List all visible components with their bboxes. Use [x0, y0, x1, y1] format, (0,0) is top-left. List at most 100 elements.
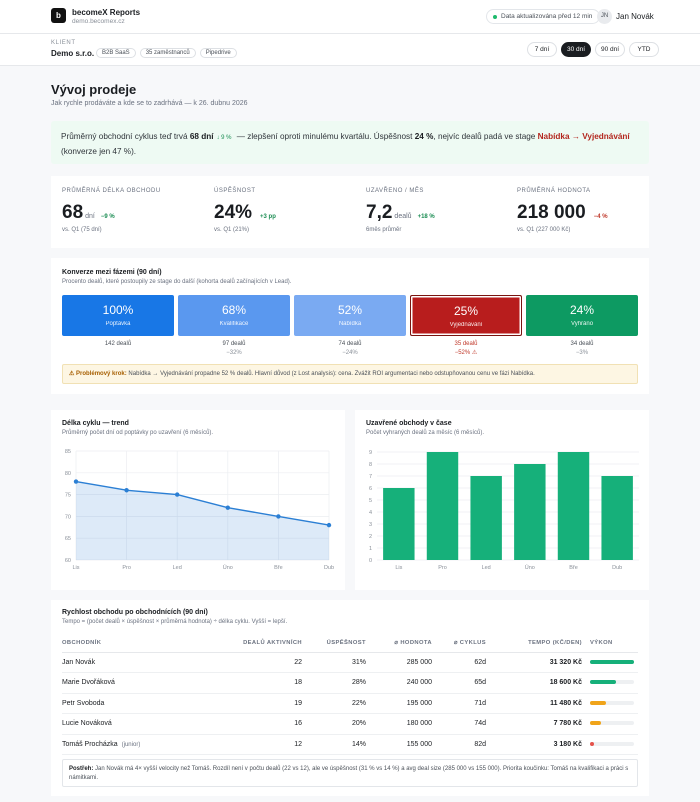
y-tick-label: 75 — [65, 493, 71, 499]
performance-bar-track — [590, 659, 634, 664]
column-header[interactable]: Dealů aktivních — [212, 634, 302, 653]
y-tick-label: 5 — [369, 498, 372, 504]
y-tick-label: 3 — [369, 522, 372, 528]
stage-percent: 100% — [102, 303, 134, 317]
performance-bar-fill — [590, 741, 595, 746]
active-deals-cell: 19 — [212, 693, 302, 714]
table-row[interactable]: Marie Dvořáková 18 28% 240 000 65d 18 600 Kč — [62, 672, 638, 694]
stage-meta: 34 dealů −3% — [526, 340, 638, 358]
rep-name: Marie Dvořáková — [62, 679, 115, 687]
column-header[interactable]: Tempo (Kč/den) — [486, 634, 582, 653]
column-header[interactable]: Obchodník — [62, 634, 212, 653]
x-tick-label: Pro — [438, 565, 447, 571]
bar — [557, 452, 590, 560]
y-tick-label: 6 — [369, 486, 372, 492]
column-header[interactable]: ⌀ Hodnota — [366, 634, 432, 653]
tempo-cell: 7 780 Kč — [486, 713, 582, 735]
funnel-stage[interactable]: 24% Vyhráno — [526, 295, 638, 336]
insight-delta: ↓ 9 % — [216, 135, 232, 141]
funnel-stage[interactable]: 25% Vyjednávání — [410, 295, 522, 336]
kpi-value: 218 000 — [517, 202, 586, 223]
kpi-unit: dní — [85, 213, 95, 220]
user-name[interactable]: Jan Novák — [616, 12, 654, 21]
performance-cell — [582, 693, 638, 714]
active-deals-cell: 18 — [212, 672, 302, 694]
funnel-title: Konverze mezi fázemi (90 dní) — [62, 269, 162, 276]
rep-name-cell: Marie Dvořáková — [62, 672, 212, 694]
x-tick-label: Úno — [223, 564, 233, 571]
kpi-value-line: 24% +3 pp — [214, 202, 276, 224]
kpi-unit: dealů — [394, 213, 412, 220]
client-tag: B2B SaaS — [96, 48, 136, 58]
active-deals-cell: 12 — [212, 734, 302, 755]
tempo-cell: 11 480 Kč — [486, 693, 582, 714]
velocity-table: Obchodník Dealů aktivních Úspěšnost ⌀ Ho… — [62, 634, 638, 755]
performance-bar-fill — [590, 700, 607, 705]
client-bar: KLIENT Demo s.r.o. B2B SaaS 35 zaměstnan… — [0, 34, 700, 66]
y-tick-label: 7 — [369, 474, 372, 480]
insight-cycle-days: 68 dní — [189, 132, 214, 141]
insight-banner: Průměrný obchodní cyklus teď trvá 68 dní… — [51, 121, 649, 164]
column-header[interactable]: Výkon — [582, 634, 638, 653]
y-tick-label: 8 — [369, 462, 372, 468]
column-header[interactable]: ⌀ Cyklus — [432, 634, 486, 653]
funnel-stage[interactable]: 68% Kvalifikace — [178, 295, 290, 336]
range-7-days-button[interactable]: 7 dní — [527, 42, 557, 57]
insight-text: Průměrný obchodní cyklus teď trvá — [61, 132, 190, 141]
x-tick-label: Lis — [395, 565, 402, 571]
kpi-value: 24% — [214, 202, 253, 223]
column-header[interactable]: Úspěšnost — [302, 634, 366, 653]
stage-name: Kvalifikace — [219, 321, 249, 327]
table-row[interactable]: Jan Novák 22 31% 285 000 62d 31 320 Kč — [62, 652, 638, 673]
user-avatar[interactable]: JN — [597, 9, 612, 24]
data-point — [225, 505, 230, 510]
y-tick-label: 80 — [65, 471, 71, 477]
warning-title: ⚠ Problémový krok: — [69, 371, 127, 377]
table-row[interactable]: Petr Svoboda 19 22% 195 000 71d 11 480 Kč — [62, 693, 638, 714]
funnel-stage[interactable]: 100% Poptávka — [62, 295, 174, 336]
top-bar: b becomeX Reports demo.becomex.cz Data a… — [0, 0, 700, 34]
rep-name-cell: Jan Novák — [62, 652, 212, 673]
y-tick-label: 60 — [65, 558, 71, 564]
funnel-stage[interactable]: 52% Nabídka — [294, 295, 406, 336]
table-row[interactable]: Tomáš Procházka (junior) 12 14% 155 000 82d 3 … — [62, 734, 638, 755]
kpi-delta: −4 % — [593, 214, 608, 220]
success-rate-cell: 20% — [302, 713, 366, 735]
note-title: Postřeh: — [69, 766, 94, 772]
table-row[interactable]: Lucie Nováková 16 20% 180 000 74d 7 780 Kč — [62, 713, 638, 735]
range-ytd-button[interactable]: YTD — [629, 42, 659, 57]
series-line — [75, 480, 330, 526]
update-status-badge: Data aktualizována před 12 min — [486, 9, 601, 24]
x-tick-label: Úno — [525, 564, 535, 571]
data-point — [326, 522, 332, 528]
kpi-delta: −9 % — [100, 214, 115, 220]
chart-subtitle: Průměrný počet dní od poptávky po uzavře… — [62, 430, 214, 436]
performance-bar-track — [590, 721, 634, 726]
y-tick-label: 1 — [369, 546, 372, 552]
series-area — [76, 481, 329, 560]
active-deals-cell: 16 — [212, 713, 302, 735]
insight-success-rate: 24 % — [414, 132, 434, 141]
closed-deals-chart: 0 1 2 3 4 5 6 7 8 9 Lis Pro Led Úno Bře Dub — [369, 450, 639, 571]
bar — [601, 476, 633, 560]
stage-meta: 35 dealů −52% ⚠ — [410, 340, 522, 358]
brand-logo[interactable]: b — [51, 8, 66, 23]
rep-name: Petr Svoboda — [62, 699, 105, 707]
range-30-days-button[interactable]: 30 dní — [561, 42, 591, 57]
insight-text: — zlepšení oproti minulému kvartálu. Úsp… — [234, 132, 415, 141]
page-subtitle: Jak rychle prodáváte a kde se to zadrháv… — [51, 100, 248, 107]
insight-problem-stage: Nabídka → Vyjednávání — [537, 132, 630, 141]
client-label: KLIENT — [51, 40, 76, 46]
avg-value-cell: 195 000 — [366, 693, 432, 714]
performance-bar-fill — [590, 680, 616, 685]
range-90-days-button[interactable]: 90 dní — [595, 42, 625, 57]
note-text: Jan Novák má 4× vyšší velocity než Tomáš… — [69, 766, 629, 781]
status-dot-icon — [493, 15, 497, 19]
y-tick-label: 2 — [369, 534, 372, 540]
kpi-note: vs. Q1 (227 000 Kč) — [517, 227, 571, 233]
rep-name: Jan Novák — [62, 658, 96, 666]
client-tag: Pipedrive — [199, 48, 237, 58]
kpi-note: vs. Q1 (75 dní) — [62, 227, 102, 233]
performance-bar-track — [590, 680, 634, 685]
tempo-cell: 31 320 Kč — [486, 652, 582, 673]
